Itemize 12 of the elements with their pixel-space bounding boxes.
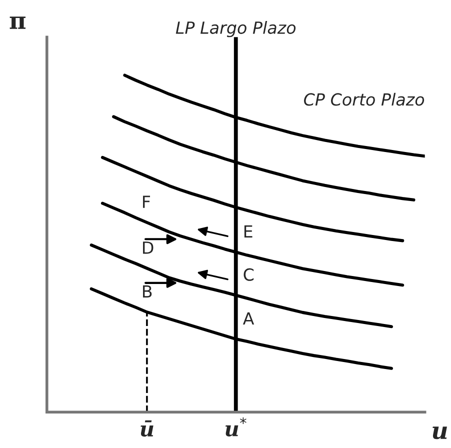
annotation: F (143, 196, 150, 208)
annotation: B (143, 285, 152, 298)
annotation: E (244, 225, 252, 238)
x-tick-label: u$^{*}$ (226, 417, 246, 436)
x-tick-label: ū (140, 420, 154, 437)
annotation: A (242, 312, 254, 324)
x-axis-title: u (432, 426, 447, 440)
annotation: C (244, 268, 254, 281)
y-axis-title: π (10, 16, 26, 29)
ref-line-label: LP Largo Plazo (176, 21, 296, 38)
annotation: D (143, 242, 154, 254)
annotation: CP Corto Plazo (304, 92, 424, 106)
